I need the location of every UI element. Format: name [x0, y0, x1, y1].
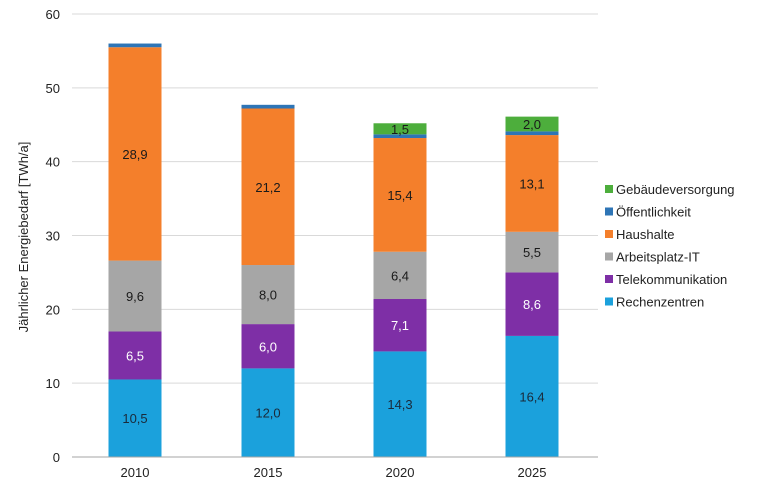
bar-segment-öffentlichkeit-2015	[241, 104, 295, 109]
bar-segment-arbeitsplatz-it-2020	[373, 251, 427, 299]
data-label: 2,0	[523, 117, 541, 132]
x-tick-label: 2025	[518, 465, 547, 480]
x-tick-label: 2015	[254, 465, 283, 480]
legend-entry: Telekommunikation	[616, 272, 727, 287]
bar-segment-öffentlichkeit-2020	[373, 134, 427, 139]
y-axis-ticks: 0 10 20 30 40 50 60	[46, 7, 60, 465]
data-label: 8,6	[523, 297, 541, 312]
y-tick-label: 40	[46, 155, 60, 170]
data-label: 13,1	[519, 176, 544, 191]
legend-swatch	[605, 185, 613, 193]
data-label: 9,6	[126, 289, 144, 304]
bar-segment-haushalte-2010	[108, 47, 162, 261]
legend-swatch	[605, 207, 613, 216]
bar-segment-telekommunikation-2010	[108, 331, 162, 380]
data-label: 15,4	[387, 188, 412, 203]
legend-swatch	[605, 297, 613, 306]
legend-entry: Öffentlichkeit	[616, 205, 691, 220]
data-label: 12,0	[255, 406, 280, 421]
bar-segment-telekommunikation-2015	[241, 324, 295, 369]
bars: 10,5 6,5 9,6 28,9 12,0 6,0 8,0 21,2 14,3 7,1 6,4 15…	[108, 43, 559, 457]
y-axis-label: Jährlicher Energiebedarf [TWh/a]	[16, 142, 31, 333]
y-tick-label: 30	[46, 229, 60, 244]
x-tick-label: 2020	[386, 465, 415, 480]
legend-entry: Haushalte	[616, 227, 675, 242]
data-label: 5,5	[523, 245, 541, 260]
data-label: 6,4	[391, 268, 409, 283]
legend-swatch	[605, 230, 613, 238]
data-label: 6,5	[126, 348, 144, 363]
y-tick-label: 10	[46, 376, 60, 391]
data-label: 7,1	[391, 318, 409, 333]
y-tick-label: 50	[46, 81, 60, 96]
bar-segment-öffentlichkeit-2025	[505, 131, 559, 136]
bar-segment-arbeitsplatz-it-2025	[505, 231, 559, 273]
legend-swatch	[605, 275, 613, 283]
bar-segment-öffentlichkeit-2010	[108, 43, 162, 48]
x-axis-ticks: 2010 2015 2020 2025	[121, 465, 547, 480]
legend-swatch	[605, 252, 613, 261]
bar-segment-haushalte-2020	[373, 138, 427, 252]
bar-segment-gebäudeversorgung-2020	[373, 123, 427, 135]
legend-entry: Gebäudeversorgung	[616, 182, 735, 197]
legend-entry: Arbeitsplatz-IT	[616, 250, 700, 265]
y-tick-label: 20	[46, 302, 60, 317]
data-label: 1,5	[391, 122, 409, 137]
bar-segment-haushalte-2025	[505, 135, 559, 232]
x-tick-label: 2010	[121, 465, 150, 480]
bar-segment-haushalte-2015	[241, 108, 295, 266]
data-label: 14,3	[387, 397, 412, 412]
bar-segment-telekommunikation-2020	[373, 298, 427, 352]
bar-segment-rechenzentren-2010	[108, 379, 162, 457]
bar-segment-rechenzentren-2025	[505, 335, 559, 457]
bar-segment-arbeitsplatz-it-2010	[108, 260, 162, 332]
bar-segment-rechenzentren-2015	[241, 368, 295, 457]
data-label: 6,0	[259, 339, 277, 354]
legend: Gebäudeversorgung Öffentlichkeit Haushalte…	[605, 182, 735, 310]
data-label: 28,9	[122, 147, 147, 162]
y-tick-label: 60	[46, 7, 60, 22]
data-label: 10,5	[122, 411, 147, 426]
data-label: 21,2	[255, 180, 280, 195]
bar-segment-rechenzentren-2020	[373, 351, 427, 457]
data-label: 16,4	[519, 389, 544, 404]
bar-segment-arbeitsplatz-it-2015	[241, 265, 295, 325]
legend-entry: Rechenzentren	[616, 295, 704, 310]
data-label: 8,0	[259, 288, 277, 303]
y-tick-label: 0	[53, 450, 60, 465]
bar-segment-telekommunikation-2025	[505, 272, 559, 336]
bar-segment-gebäudeversorgung-2025	[505, 116, 559, 132]
